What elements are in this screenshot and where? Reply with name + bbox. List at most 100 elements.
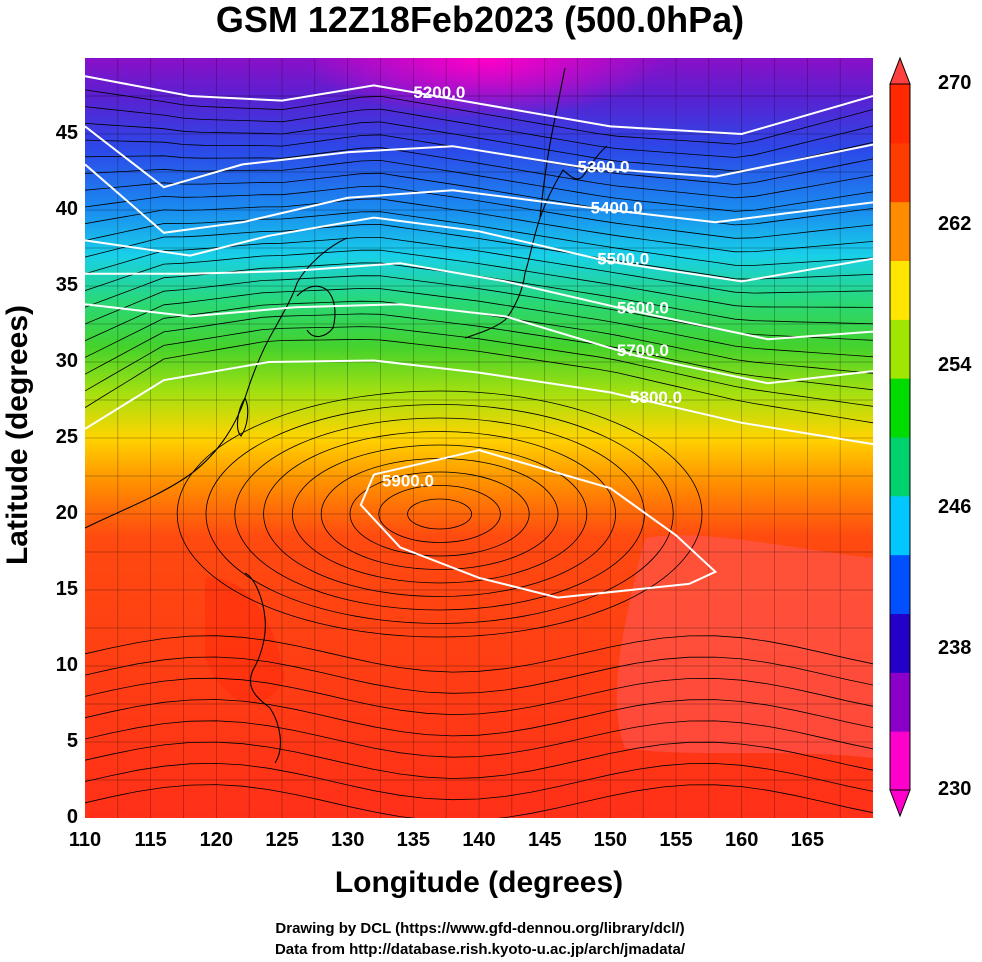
x-tick-label: 130: [330, 829, 365, 851]
x-tick-label: 120: [199, 829, 234, 851]
contour-label: 5200.0: [413, 83, 465, 102]
colorbar-tick-label: 262: [938, 213, 972, 236]
y-tick-label: 30: [55, 350, 78, 372]
contour-label: 5600.0: [617, 298, 669, 317]
contour-5200-0: [85, 75, 873, 136]
coastline-taiwan: [236, 396, 249, 437]
x-axis-label: Longitude (degrees): [334, 866, 624, 899]
colorbar-tick-label: 270: [938, 72, 972, 94]
coastline-china: [85, 237, 348, 529]
colorbar-segment: [890, 84, 910, 144]
y-axis-label: Latitude (degrees): [1, 304, 34, 566]
streamline: [85, 313, 873, 391]
streamline: [85, 249, 873, 308]
colorbar-tick-label: 238: [938, 636, 972, 659]
contour-label: 5500.0: [597, 250, 649, 269]
streamline: [85, 720, 873, 758]
colorbar-segment: [890, 495, 910, 556]
colorbar: [870, 56, 930, 820]
streamline: [85, 172, 873, 226]
streamline-loop: [407, 498, 473, 530]
colorbar-segment: [890, 613, 910, 673]
streamline: [85, 784, 873, 818]
colorbar-tick-label: 254: [938, 354, 972, 377]
y-tick-label: 15: [55, 578, 78, 600]
streamline: [85, 656, 873, 694]
credit-line-dcl: Drawing by DCL (https://www.gfd-dennou.o…: [275, 920, 685, 937]
streamline-loop: [349, 471, 530, 557]
x-tick-label: 115: [134, 829, 167, 851]
colorbar-max-arrow: [889, 56, 911, 85]
x-tick-label: 125: [265, 829, 299, 851]
warm-core-shading: [205, 577, 285, 703]
coastline-sakhalin: [539, 67, 566, 219]
streamline: [85, 159, 873, 212]
colorbar-tick-label: 230: [938, 778, 972, 800]
streamline: [85, 699, 873, 737]
contour-5300-0: [85, 125, 873, 189]
x-tick-label: 140: [462, 829, 496, 851]
streamline-loop: [263, 431, 617, 597]
y-tick-label: 20: [55, 502, 78, 524]
contour-5600-0: [85, 262, 873, 341]
colorbar-min-arrow: [889, 789, 911, 818]
y-tick-label: 0: [66, 806, 78, 828]
streamline: [85, 147, 873, 199]
y-tick-label: 45: [55, 122, 78, 144]
colorbar-segment: [890, 437, 910, 497]
contour-5500-0: [85, 216, 873, 283]
y-tick-label: 35: [55, 274, 78, 296]
colorbar-segment: [890, 672, 910, 732]
streamline: [85, 326, 873, 407]
streamline: [85, 287, 873, 358]
colorbar-tick-label: 246: [938, 495, 972, 518]
streamline: [85, 762, 873, 801]
lat-lon-grid: [85, 58, 873, 818]
height-contours: [85, 75, 873, 599]
contour-label: 5800.0: [630, 388, 682, 407]
streamline: [85, 89, 873, 145]
colorbar-segment: [890, 731, 910, 791]
streamline: [85, 635, 873, 673]
contour-5800-0: [85, 359, 873, 446]
contour-label: 5300.0: [578, 157, 630, 176]
y-tick-label: 5: [66, 730, 78, 752]
streamline-loop: [176, 390, 703, 638]
colorbar-segment: [890, 201, 910, 261]
x-tick-label: 155: [659, 829, 693, 851]
x-tick-label: 160: [724, 829, 759, 851]
streamline: [85, 677, 873, 716]
contour-label: 5700.0: [617, 341, 669, 360]
cold-core-shading: [305, 58, 665, 118]
y-tick-label: 25: [55, 426, 78, 448]
colorbar-segment: [890, 142, 910, 203]
x-tick-label: 145: [527, 829, 562, 851]
x-tick-label: 165: [790, 829, 825, 851]
contour-labels: 5200.0 5300.0 5400.0 5500.0 5600.0 5700.0 5800…: [382, 83, 682, 490]
colorbar-segment: [890, 319, 910, 379]
streamline-loop: [234, 417, 645, 611]
colorbar-segment: [890, 554, 910, 614]
streamline-loop: [205, 404, 674, 624]
streamline: [85, 338, 873, 424]
streamline-loop: [292, 444, 588, 584]
streamline: [85, 106, 873, 158]
streamline: [85, 237, 873, 294]
contour-5900-0: [359, 449, 718, 599]
y-tick-label: 10: [55, 654, 78, 676]
chart-title: GSM 12Z18Feb2023 (500.0hPa): [215, 0, 745, 40]
streamline: [85, 198, 873, 253]
x-tick-label: 110: [68, 829, 102, 851]
coastlines: [85, 67, 608, 764]
map-plot: 5200.0 5300.0 5400.0 5500.0 5600.0 5700.0 5800…: [85, 58, 873, 818]
streamline: [85, 121, 873, 172]
y-tick-label: 40: [55, 198, 78, 220]
warm-patch-shading: [616, 535, 873, 758]
x-tick-label: 150: [593, 829, 628, 851]
contour-label: 5400.0: [591, 199, 643, 218]
coastline-philippines: [244, 572, 281, 764]
colorbar-segment: [890, 378, 910, 438]
plot-area: 5200.0 5300.0 5400.0 5500.0 5600.0 5700.0 5800…: [85, 58, 873, 818]
streamline: [85, 185, 873, 239]
streamline: [85, 224, 873, 280]
